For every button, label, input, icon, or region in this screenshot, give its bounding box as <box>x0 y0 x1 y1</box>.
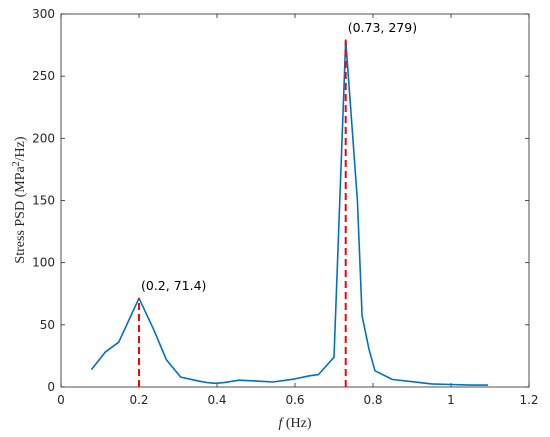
x-tick-label: 1.2 <box>519 393 538 407</box>
y-tick-label: 200 <box>32 131 55 145</box>
y-axis-ticks: 0 50 100 150 200 250 300 <box>32 7 529 394</box>
x-axis-title: f (Hz) <box>278 416 311 431</box>
y-axis-title: Stress PSD (MPa2/Hz) <box>11 136 28 263</box>
x-tick-label: 1 <box>447 393 455 407</box>
peak-markers <box>138 40 347 387</box>
peak-annotation: (0.2, 71.4) <box>141 278 206 293</box>
x-axis-title-unit: (Hz) <box>282 416 311 431</box>
y-axis-title-end: /Hz) <box>13 136 28 161</box>
x-tick-label: 0.2 <box>129 393 148 407</box>
x-axis-ticks: 0 0.2 0.4 0.6 0.8 1 1.2 <box>57 14 539 407</box>
y-axis-title-superscript: 2 <box>11 161 22 166</box>
x-tick-label: 0.4 <box>207 393 226 407</box>
psd-series-line <box>90 39 489 386</box>
x-axis-title-symbol: f <box>278 416 284 431</box>
series-group <box>90 39 489 386</box>
peak-annotation: (0.73, 279) <box>348 20 417 35</box>
plot-area <box>60 13 530 388</box>
annotations: (0.2, 71.4) (0.73, 279) <box>141 20 417 293</box>
y-tick-label: 50 <box>40 318 55 332</box>
y-tick-label: 150 <box>32 194 55 208</box>
y-tick-label: 0 <box>47 380 55 394</box>
x-tick-label: 0 <box>57 393 65 407</box>
y-tick-label: 100 <box>32 256 55 270</box>
y-tick-label: 300 <box>32 7 55 21</box>
x-tick-label: 0.6 <box>285 393 304 407</box>
y-tick-label: 250 <box>32 69 55 83</box>
y-axis-title-base: Stress PSD (MPa <box>13 166 28 264</box>
x-tick-label: 0.8 <box>363 393 382 407</box>
